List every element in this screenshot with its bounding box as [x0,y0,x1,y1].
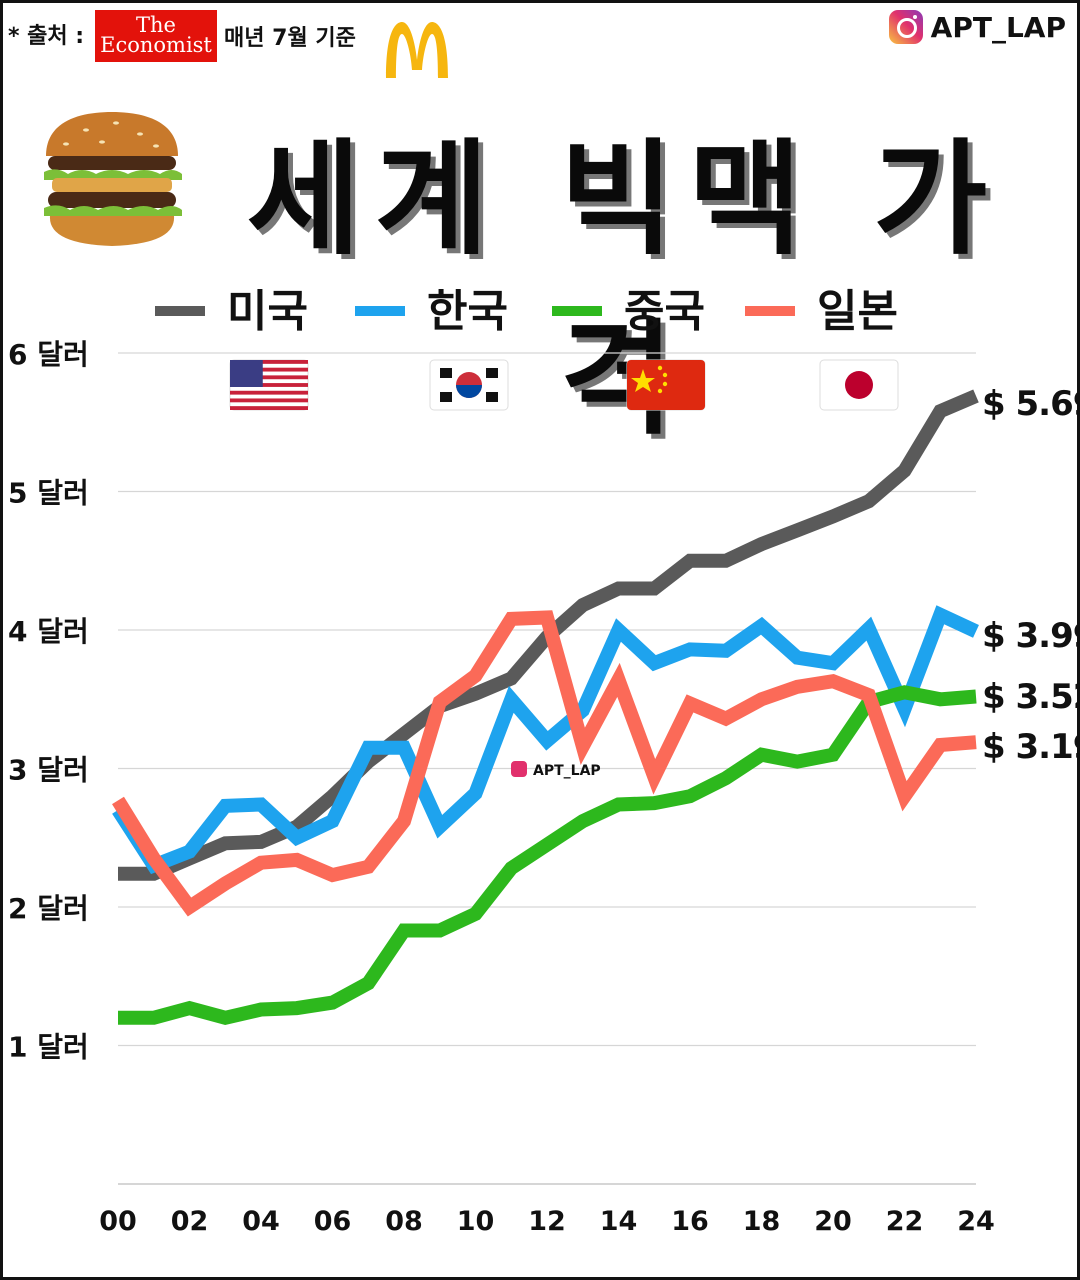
jp-flag-icon [819,359,899,411]
source-label: * 출처 : [8,24,85,49]
series-line-2 [118,685,977,1026]
x-tick-label: 08 [385,1206,423,1237]
instagram-handle: APT_LAP [888,10,1066,44]
big-mac-icon [44,112,182,246]
x-tick-label: 20 [814,1206,852,1237]
chart-title: 세계 빅맥 가격 [246,128,1002,452]
series-line-1 [112,605,979,875]
legend-label: 미국 [227,286,308,337]
end-value-label: $ 5.69 [982,384,1080,424]
y-tick-label: 3 달러 [8,754,89,787]
instagram-handle-text: APT_LAP [930,10,1066,44]
end-value-label: $ 3.19 [982,727,1080,767]
end-value-label: $ 3.52 [982,677,1080,717]
legend-label: 한국 [427,286,508,337]
us-flag-icon [229,359,309,411]
x-tick-label: 06 [314,1206,352,1237]
economist-logo-line2: Economist [100,33,212,57]
x-tick-label: 16 [671,1206,709,1237]
legend-label: 중국 [624,286,705,337]
kr-flag-icon [429,359,509,411]
instagram-icon [888,10,923,44]
economist-logo-line1: The [136,13,176,37]
y-tick-label: 4 달러 [8,615,89,648]
y-tick-label: 5 달러 [8,477,89,510]
x-tick-label: 10 [457,1206,495,1237]
x-tick-label: 04 [242,1206,280,1237]
center-watermark-icon [511,761,527,777]
economist-logo: The Economist [95,10,217,62]
end-value-label: $ 3.99 [982,616,1080,656]
basis-note: 매년 7월 기준 [224,26,356,51]
mcdonalds-logo-icon [386,22,448,78]
series-line-3 [112,610,977,917]
y-tick-label: 6 달러 [8,338,89,371]
x-tick-label: 12 [528,1206,566,1237]
center-watermark: APT_LAP [533,763,601,779]
x-tick-label: 00 [99,1206,137,1237]
x-tick-label: 22 [886,1206,924,1237]
legend-label: 일본 [817,286,898,337]
x-tick-label: 18 [743,1206,781,1237]
y-tick-label: 1 달러 [8,1031,89,1064]
x-tick-label: 24 [957,1206,995,1237]
x-tick-label: 02 [171,1206,209,1237]
x-tick-label: 14 [600,1206,638,1237]
y-tick-label: 2 달러 [8,892,89,925]
cn-flag-icon [626,359,706,411]
